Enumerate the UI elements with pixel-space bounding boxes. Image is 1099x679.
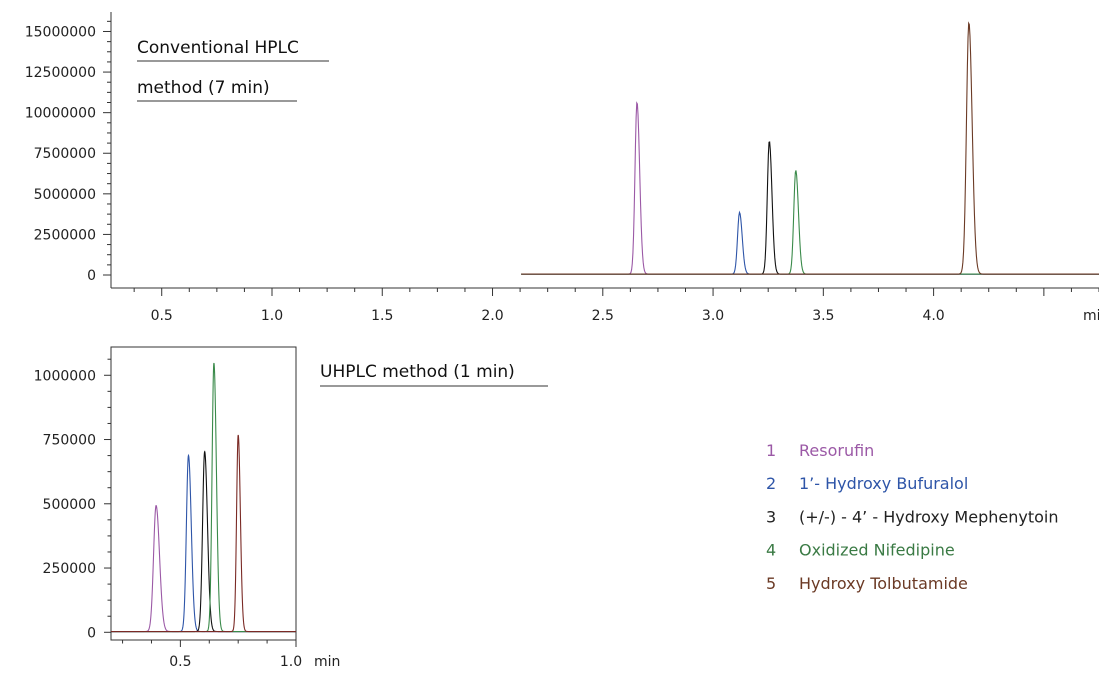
uhplc-x-unit-label: min <box>314 654 340 670</box>
hplc-y-tick-label: 2500000 <box>34 227 96 243</box>
hplc-peak-trace-3 <box>521 141 1099 275</box>
hplc-x-tick-label: 2.5 <box>592 308 614 324</box>
compound-legend: 1 Resorufin 2 1’- Hydroxy Bufuralol 3 (+/-) -… <box>766 441 1058 593</box>
legend-item-name: (+/-) - 4’ - Hydroxy Mephenytoin <box>799 507 1058 526</box>
hplc-x-tick-label: 1.5 <box>371 308 393 324</box>
legend-item-number: 3 <box>766 507 776 526</box>
uhplc-y-tick-label: 1000000 <box>34 368 96 384</box>
uhplc-y-tick-label: 250000 <box>43 561 96 577</box>
hplc-x-tick-label: 2.0 <box>481 308 503 324</box>
legend-item-number: 1 <box>766 441 776 460</box>
uhplc-method-title: UHPLC method (1 min) <box>320 362 515 382</box>
hplc-y-tick-label: 7500000 <box>34 146 96 162</box>
hplc-peak-trace-1 <box>521 101 1099 275</box>
uhplc-peak-trace-5 <box>111 434 296 633</box>
uhplc-y-tick-label: 500000 <box>43 497 96 513</box>
legend-item-name: Hydroxy Tolbutamide <box>799 574 968 593</box>
legend-item-number: 2 <box>766 474 776 493</box>
uhplc-peak-trace-3 <box>111 450 296 633</box>
hplc-peak-trace-4 <box>521 170 1099 275</box>
hplc-peak-trace-2 <box>521 210 1099 275</box>
hplc-y-tick-label: 10000000 <box>25 106 96 122</box>
uhplc-y-tick-label: 0 <box>87 625 96 641</box>
legend-item-number: 4 <box>766 541 776 560</box>
hplc-x-tick-label: 3.0 <box>702 308 724 324</box>
uhplc-x-tick-label: 1.0 <box>280 654 302 670</box>
hplc-y-tick-label: 0 <box>87 268 96 284</box>
hplc-x-tick-label: 4.0 <box>922 308 944 324</box>
uhplc-peak-trace-1 <box>111 505 296 633</box>
hplc-method-title: method (7 min) <box>137 78 270 98</box>
hplc-y-tick-label: 12500000 <box>25 65 96 81</box>
legend-item-name: 1’- Hydroxy Bufuralol <box>799 474 968 493</box>
hplc-peak-trace-5 <box>521 21 1099 275</box>
uhplc-x-tick-label: 0.5 <box>169 654 191 670</box>
hplc-x-tick-label: 0.5 <box>151 308 173 324</box>
hplc-chart: 0 2500000 5000000 7500000 10000000 12500000 15… <box>25 12 1099 324</box>
hplc-x-tick-label: 1.0 <box>261 308 283 324</box>
hplc-y-tick-label: 15000000 <box>25 24 96 40</box>
legend-item-name: Resorufin <box>799 441 874 460</box>
hplc-method-title: Conventional HPLC <box>137 38 299 58</box>
legend-item-name: Oxidized Nifedipine <box>799 541 955 560</box>
uhplc-chart: 0 250000 500000 750000 1000000 0.5 1.0 min UHPLC… <box>34 346 548 670</box>
uhplc-plot-frame <box>110 346 297 641</box>
hplc-y-tick-label: 5000000 <box>34 187 96 203</box>
legend-item-number: 5 <box>766 574 776 593</box>
uhplc-y-tick-label: 750000 <box>43 433 96 449</box>
hplc-x-unit-label: min <box>1083 308 1099 324</box>
hplc-x-tick-label: 3.5 <box>812 308 834 324</box>
